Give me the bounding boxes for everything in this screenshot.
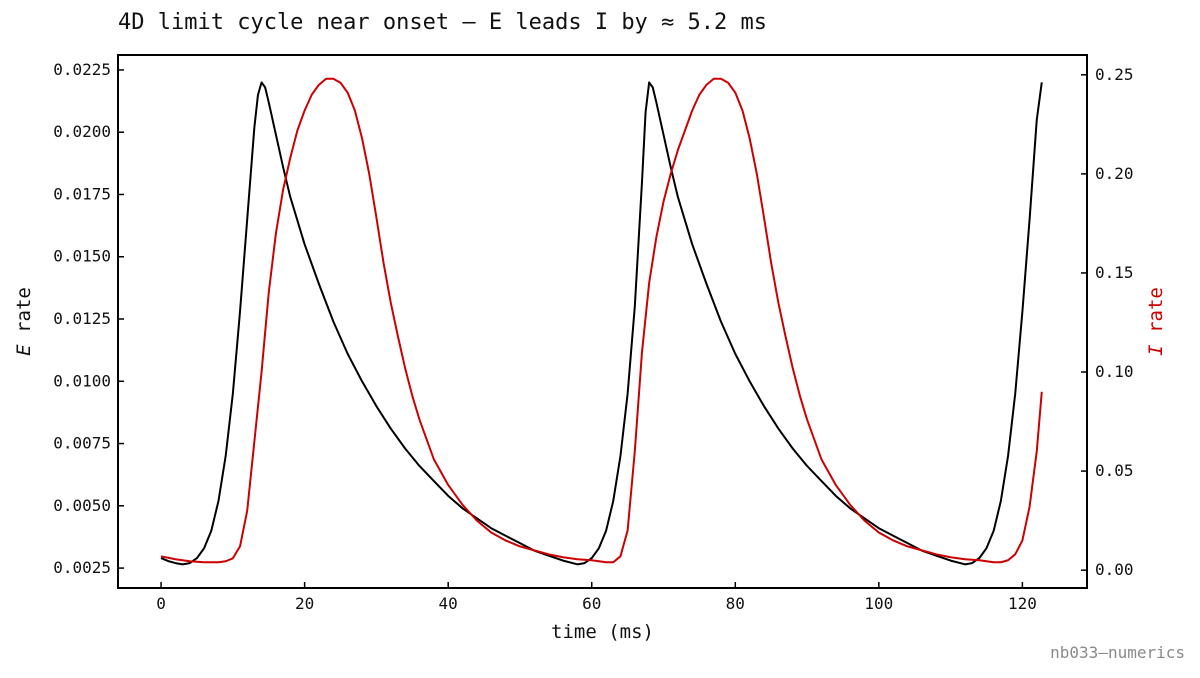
y-left-tick-label: 0.0100 bbox=[53, 371, 111, 390]
y-right-tick-label: 0.25 bbox=[1095, 65, 1134, 84]
y-right-tick-label: 0.00 bbox=[1095, 560, 1134, 579]
y-right-axis-suffix: rate bbox=[1145, 287, 1167, 344]
y-left-axis-var: E bbox=[13, 344, 35, 356]
y-right-tick-label: 0.15 bbox=[1095, 263, 1134, 282]
y-right-tick-label: 0.20 bbox=[1095, 164, 1134, 183]
plot-frame bbox=[117, 54, 1088, 589]
y-left-tick-label: 0.0225 bbox=[53, 60, 111, 79]
y-left-tick-label: 0.0050 bbox=[53, 496, 111, 515]
x-tick-label: 20 bbox=[295, 594, 314, 613]
series-line-i bbox=[160, 77, 1043, 564]
x-tick-label: 80 bbox=[726, 594, 745, 613]
x-tick-label: 60 bbox=[582, 594, 601, 613]
y-left-tick-label: 0.0200 bbox=[53, 122, 111, 141]
footer-tag: nb033—numerics bbox=[1050, 643, 1185, 662]
y-left-axis-label: E rate bbox=[13, 287, 35, 356]
y-right-axis-label: I rate bbox=[1145, 287, 1167, 356]
x-tick-label: 120 bbox=[1008, 594, 1037, 613]
y-left-tick-label: 0.0075 bbox=[53, 434, 111, 453]
y-left-axis-suffix: rate bbox=[13, 287, 35, 344]
x-tick-label: 0 bbox=[156, 594, 166, 613]
y-left-tick-label: 0.0125 bbox=[53, 309, 111, 328]
y-right-tick-label: 0.05 bbox=[1095, 461, 1134, 480]
axes: 0 20 40 60 80 100 120 0.0025 0.0050 0.0075 0.0100 0… bbox=[13, 54, 1167, 643]
y-right-tick-label: 0.10 bbox=[1095, 362, 1134, 381]
y-right-axis-var: I bbox=[1145, 344, 1167, 355]
y-left-tick-label: 0.0175 bbox=[53, 184, 111, 203]
x-tick-label: 40 bbox=[439, 594, 458, 613]
series-line-e bbox=[160, 81, 1043, 566]
x-axis-label: time (ms) bbox=[551, 621, 654, 643]
chart-title: 4D limit cycle near onset — E leads I by… bbox=[118, 10, 768, 35]
plot-area bbox=[160, 77, 1043, 566]
x-tick-label: 100 bbox=[864, 594, 893, 613]
y-left-tick-label: 0.0025 bbox=[53, 558, 111, 577]
y-left-tick-label: 0.0150 bbox=[53, 247, 111, 266]
